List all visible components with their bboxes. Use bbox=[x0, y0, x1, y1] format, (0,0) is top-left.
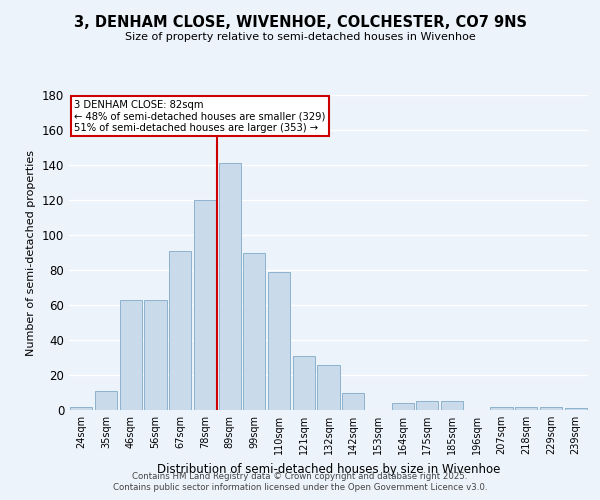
Bar bbox=[243, 252, 265, 410]
Bar bbox=[218, 163, 241, 410]
Bar bbox=[95, 391, 117, 410]
Bar bbox=[565, 408, 587, 410]
Bar bbox=[392, 403, 414, 410]
X-axis label: Distribution of semi-detached houses by size in Wivenhoe: Distribution of semi-detached houses by … bbox=[157, 462, 500, 475]
Bar bbox=[441, 401, 463, 410]
Text: 3, DENHAM CLOSE, WIVENHOE, COLCHESTER, CO7 9NS: 3, DENHAM CLOSE, WIVENHOE, COLCHESTER, C… bbox=[74, 15, 527, 30]
Bar bbox=[540, 406, 562, 410]
Bar bbox=[268, 272, 290, 410]
Bar bbox=[317, 364, 340, 410]
Bar bbox=[169, 251, 191, 410]
Bar bbox=[145, 300, 167, 410]
Bar bbox=[293, 356, 315, 410]
Bar bbox=[515, 406, 538, 410]
Bar bbox=[70, 406, 92, 410]
Text: Size of property relative to semi-detached houses in Wivenhoe: Size of property relative to semi-detach… bbox=[125, 32, 475, 42]
Text: 3 DENHAM CLOSE: 82sqm
← 48% of semi-detached houses are smaller (329)
51% of sem: 3 DENHAM CLOSE: 82sqm ← 48% of semi-deta… bbox=[74, 100, 326, 133]
Y-axis label: Number of semi-detached properties: Number of semi-detached properties bbox=[26, 150, 36, 356]
Bar bbox=[416, 401, 439, 410]
Bar bbox=[342, 392, 364, 410]
Bar bbox=[119, 300, 142, 410]
Bar bbox=[490, 406, 512, 410]
Bar bbox=[194, 200, 216, 410]
Text: Contains HM Land Registry data © Crown copyright and database right 2025.
Contai: Contains HM Land Registry data © Crown c… bbox=[113, 472, 487, 492]
